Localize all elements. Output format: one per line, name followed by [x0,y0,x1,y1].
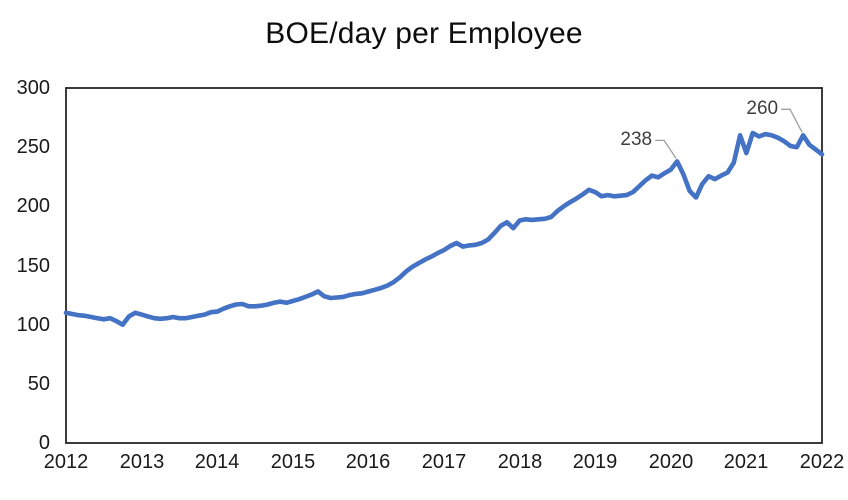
x-axis-tick-label: 2021 [723,451,769,473]
y-axis-tick-label: 300 [16,77,50,99]
y-axis-tick-label: 250 [16,136,50,158]
y-axis-tick-label: 0 [38,432,50,454]
x-axis-tick-label: 2015 [270,451,316,473]
x-axis-tick-label: 2012 [43,451,89,473]
x-axis-tick-label: 2019 [572,451,618,473]
x-axis-tick-label: 2018 [497,451,543,473]
x-axis-tick-label: 2013 [119,451,165,473]
x-axis-tick-label: 2016 [345,451,391,473]
y-axis-tick-label: 100 [16,314,50,336]
chart-title: BOE/day per Employee [265,17,583,50]
data-callout-label: 238 [620,129,653,150]
data-callout-label: 260 [746,98,779,119]
x-axis-tick-label: 2020 [648,451,694,473]
callout-leader-line [655,139,677,159]
y-axis-tick-label: 50 [27,373,50,395]
series-line [63,130,825,328]
plot-border [65,87,823,444]
x-axis-tick-label: 2017 [421,451,467,473]
callout-leader-line [781,108,803,133]
x-axis-tick-label: 2014 [194,451,240,473]
y-axis-tick-label: 150 [16,255,50,277]
x-axis-tick-label: 2022 [799,451,845,473]
y-axis-tick-label: 200 [16,195,50,217]
